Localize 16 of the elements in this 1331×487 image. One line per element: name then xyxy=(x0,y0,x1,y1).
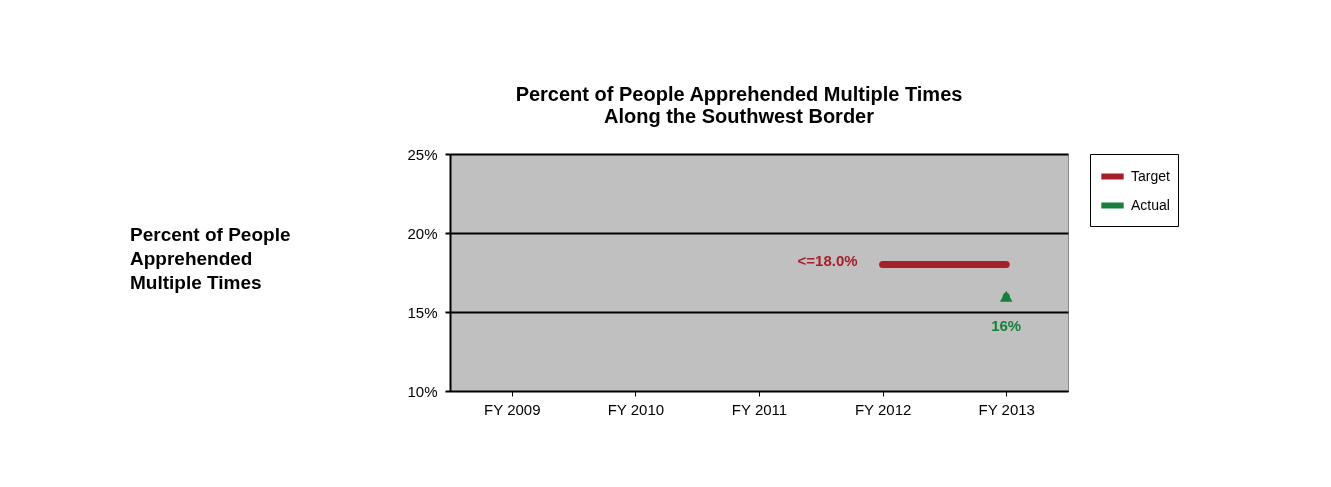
y-tick-label: 10% xyxy=(407,382,438,400)
text: Percent of People Apprehended Multiple Times xyxy=(515,83,963,105)
y-tick-label: 15% xyxy=(407,303,438,321)
x-tick-label: FY 2010 xyxy=(607,400,665,418)
x-tick-label: FY 2009 xyxy=(484,400,541,418)
legend-label: Actual xyxy=(1131,196,1170,213)
data-label: 16% xyxy=(991,317,1022,335)
y-tick-label: 20% xyxy=(407,224,438,242)
legend-label: Target xyxy=(1131,167,1171,184)
x-tick-label: FY 2011 xyxy=(731,400,788,418)
text: Percent of People Apprehended Multiple Times xyxy=(130,224,291,293)
x-tick-label: FY 2012 xyxy=(854,400,912,418)
x-tick-label: FY 2013 xyxy=(978,400,1035,418)
data-label: <=18.0% xyxy=(797,251,858,269)
text: Along the Southwest Border xyxy=(604,105,874,127)
y-tick-label: 25% xyxy=(407,145,438,163)
